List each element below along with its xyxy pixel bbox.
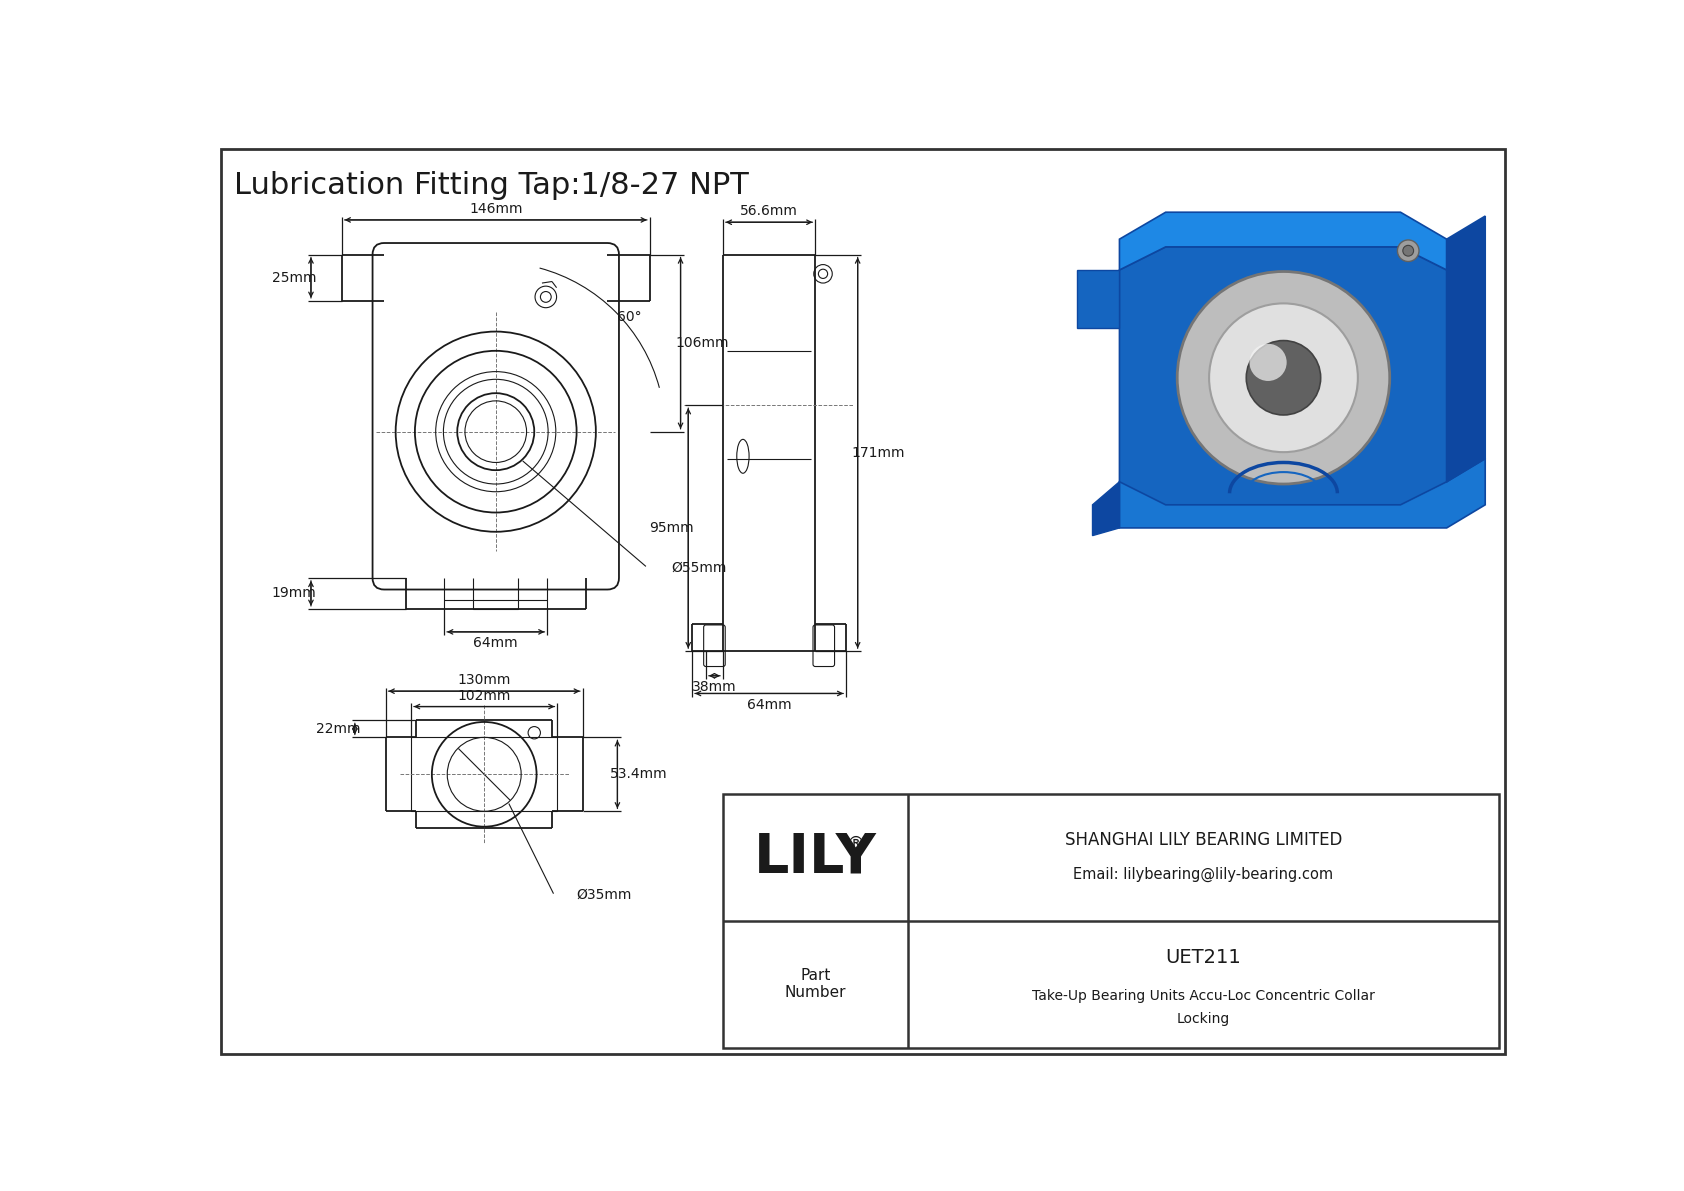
Text: LILY: LILY [754,830,877,884]
Text: Locking: Locking [1177,1012,1229,1025]
Ellipse shape [1177,272,1389,484]
Text: 60°: 60° [616,310,642,324]
Text: 25mm: 25mm [271,270,317,285]
Text: Take-Up Bearing Units Accu-Loc Concentric Collar: Take-Up Bearing Units Accu-Loc Concentri… [1032,989,1374,1003]
Polygon shape [1120,212,1447,270]
Text: 38mm: 38mm [692,680,738,694]
Ellipse shape [1209,304,1357,453]
Text: 95mm: 95mm [648,522,694,535]
Ellipse shape [1250,344,1287,381]
Text: 102mm: 102mm [458,688,510,703]
Text: Ø35mm: Ø35mm [576,888,632,903]
Text: Part
Number: Part Number [785,968,845,1000]
Text: SHANGHAI LILY BEARING LIMITED: SHANGHAI LILY BEARING LIMITED [1064,831,1342,849]
Polygon shape [1120,459,1485,528]
Text: 22mm: 22mm [315,722,360,736]
Polygon shape [1078,270,1120,328]
Text: Email: lilybearing@lily-bearing.com: Email: lilybearing@lily-bearing.com [1073,866,1334,881]
Text: 64mm: 64mm [473,636,519,649]
Text: Lubrication Fitting Tap:1/8-27 NPT: Lubrication Fitting Tap:1/8-27 NPT [234,170,749,200]
Circle shape [1398,239,1420,262]
Text: 106mm: 106mm [675,336,729,350]
Polygon shape [1093,481,1120,536]
Text: 146mm: 146mm [470,202,522,216]
Text: 53.4mm: 53.4mm [610,767,669,781]
Polygon shape [1447,251,1485,328]
Polygon shape [1447,216,1485,481]
Ellipse shape [1246,341,1320,414]
Text: 130mm: 130mm [458,673,510,687]
Circle shape [1403,245,1413,256]
Text: 171mm: 171mm [852,445,906,460]
Text: 64mm: 64mm [746,698,791,712]
Text: 19mm: 19mm [271,586,317,600]
Bar [722,793,1499,1048]
Polygon shape [1120,247,1447,505]
Text: 56.6mm: 56.6mm [741,205,798,218]
Text: ®: ® [847,834,864,853]
Text: UET211: UET211 [1165,948,1241,967]
Text: Ø55mm: Ø55mm [672,561,727,575]
